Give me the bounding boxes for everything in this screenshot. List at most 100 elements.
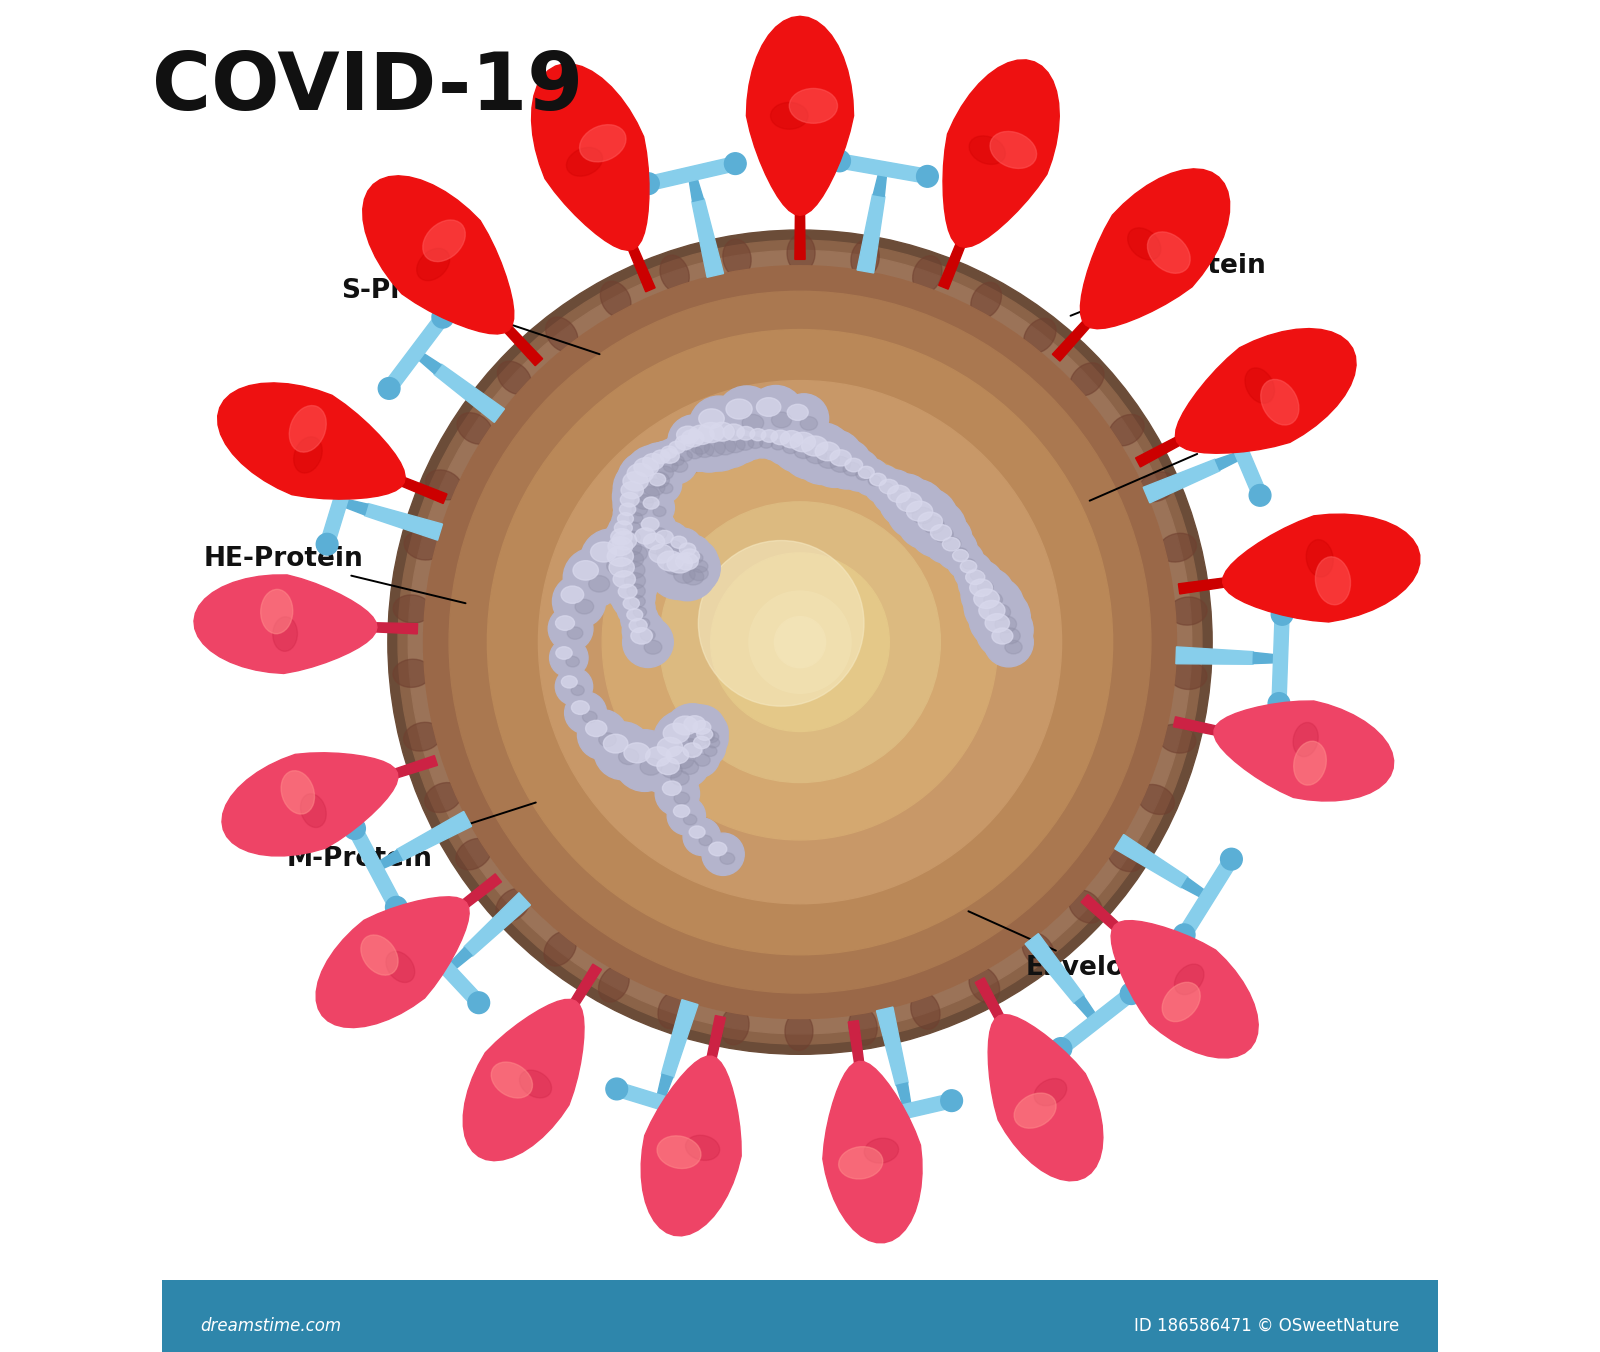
Ellipse shape — [642, 518, 659, 531]
Ellipse shape — [1000, 627, 1021, 644]
Ellipse shape — [562, 676, 578, 688]
Ellipse shape — [680, 738, 701, 756]
Ellipse shape — [672, 460, 688, 472]
Ellipse shape — [394, 595, 432, 623]
Ellipse shape — [661, 761, 682, 779]
Ellipse shape — [1147, 233, 1190, 273]
Ellipse shape — [715, 423, 736, 441]
Ellipse shape — [610, 558, 634, 577]
Ellipse shape — [622, 598, 640, 610]
Circle shape — [659, 502, 941, 783]
Ellipse shape — [971, 283, 1002, 319]
Ellipse shape — [698, 423, 725, 442]
Ellipse shape — [806, 448, 827, 464]
Ellipse shape — [789, 88, 837, 123]
Ellipse shape — [714, 438, 736, 454]
Polygon shape — [320, 453, 362, 550]
Polygon shape — [939, 200, 982, 289]
Ellipse shape — [544, 932, 576, 967]
Ellipse shape — [896, 488, 958, 550]
Ellipse shape — [688, 730, 709, 746]
Ellipse shape — [699, 836, 712, 845]
Ellipse shape — [787, 404, 808, 420]
Ellipse shape — [405, 531, 442, 560]
Ellipse shape — [843, 462, 861, 476]
Ellipse shape — [792, 423, 853, 484]
Ellipse shape — [984, 592, 1003, 607]
Ellipse shape — [974, 589, 1000, 608]
Ellipse shape — [598, 525, 656, 583]
Ellipse shape — [931, 525, 952, 541]
Ellipse shape — [674, 804, 690, 817]
Polygon shape — [194, 575, 378, 673]
Ellipse shape — [971, 571, 984, 580]
Ellipse shape — [970, 967, 1000, 1003]
Ellipse shape — [1128, 228, 1162, 260]
Ellipse shape — [674, 752, 694, 769]
Ellipse shape — [970, 587, 1030, 649]
Ellipse shape — [637, 489, 675, 526]
Polygon shape — [397, 811, 472, 861]
Ellipse shape — [606, 557, 629, 575]
Ellipse shape — [613, 483, 658, 527]
Ellipse shape — [970, 579, 992, 596]
Circle shape — [698, 541, 864, 706]
Ellipse shape — [1269, 692, 1290, 714]
Polygon shape — [976, 977, 1022, 1057]
Polygon shape — [691, 199, 723, 277]
Ellipse shape — [613, 458, 674, 519]
Ellipse shape — [680, 544, 696, 556]
Ellipse shape — [675, 435, 694, 450]
Ellipse shape — [635, 442, 685, 493]
Ellipse shape — [643, 465, 682, 504]
Ellipse shape — [1306, 539, 1333, 577]
Ellipse shape — [680, 760, 699, 775]
Polygon shape — [942, 59, 1059, 247]
Circle shape — [424, 266, 1176, 1018]
Ellipse shape — [1120, 983, 1142, 1005]
Ellipse shape — [1245, 368, 1275, 403]
Ellipse shape — [802, 435, 827, 456]
Polygon shape — [642, 1056, 741, 1236]
Ellipse shape — [658, 735, 710, 788]
Ellipse shape — [579, 124, 626, 162]
Ellipse shape — [611, 575, 654, 619]
Ellipse shape — [621, 481, 643, 499]
Ellipse shape — [627, 522, 640, 533]
Polygon shape — [363, 176, 514, 334]
Ellipse shape — [667, 415, 722, 468]
Ellipse shape — [598, 733, 616, 746]
Polygon shape — [896, 1083, 912, 1114]
Ellipse shape — [424, 783, 462, 813]
Ellipse shape — [936, 529, 978, 571]
Ellipse shape — [742, 415, 763, 431]
Ellipse shape — [1005, 641, 1022, 654]
Polygon shape — [877, 1007, 909, 1086]
Ellipse shape — [678, 412, 739, 472]
Ellipse shape — [781, 431, 803, 448]
Ellipse shape — [666, 746, 688, 764]
Ellipse shape — [658, 552, 683, 571]
Ellipse shape — [693, 721, 710, 734]
Ellipse shape — [864, 1138, 899, 1163]
Polygon shape — [822, 1061, 922, 1242]
Ellipse shape — [806, 430, 864, 488]
Ellipse shape — [944, 537, 962, 550]
Ellipse shape — [640, 758, 662, 775]
Ellipse shape — [686, 446, 702, 458]
Ellipse shape — [608, 537, 632, 556]
Ellipse shape — [1272, 603, 1293, 625]
Ellipse shape — [635, 734, 696, 794]
Ellipse shape — [677, 426, 699, 443]
Ellipse shape — [771, 439, 784, 450]
Ellipse shape — [613, 495, 651, 533]
Ellipse shape — [670, 537, 686, 549]
Ellipse shape — [845, 458, 862, 472]
Ellipse shape — [771, 419, 824, 472]
Ellipse shape — [394, 660, 430, 687]
Ellipse shape — [635, 527, 656, 544]
Ellipse shape — [613, 571, 635, 588]
Ellipse shape — [378, 377, 400, 399]
Ellipse shape — [755, 422, 794, 460]
Ellipse shape — [634, 607, 646, 618]
